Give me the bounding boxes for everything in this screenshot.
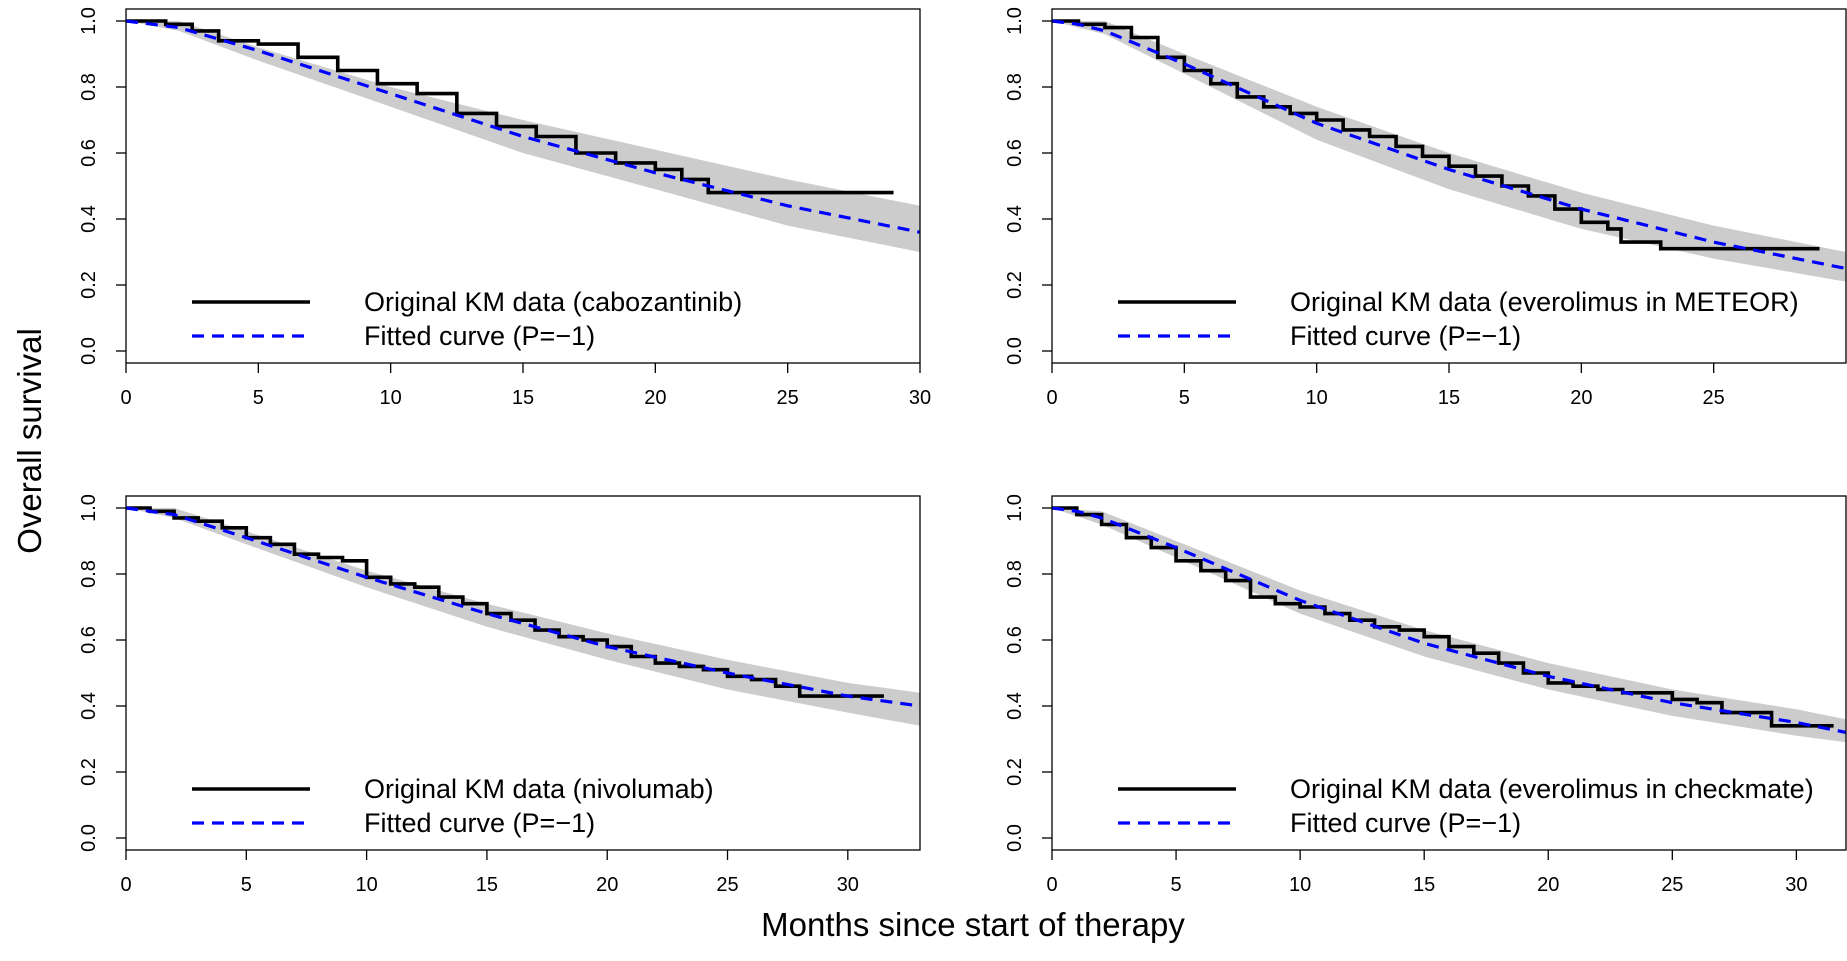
y-tick-label: 0.2 [1004, 758, 1026, 786]
chart-panel-bottom-right: 0 5 10 15 20 25 30 0.0 0.2 0.4 0.6 0.8 1.0 Original K… [1004, 494, 1847, 896]
x-tick-label: 15 [1438, 387, 1460, 409]
x-tick-label: 30 [1785, 874, 1807, 896]
legend-label-fitted: Fitted curve (P=−1) [1290, 321, 1521, 351]
y-tick-label: 0.0 [1004, 337, 1026, 365]
legend: Original KM data (everolimus in METEOR) F… [1118, 287, 1799, 351]
x-tick-label: 25 [1703, 387, 1725, 409]
y-tick-label: 0.0 [78, 337, 100, 365]
plot-area [1052, 19, 1846, 282]
y-tick-label: 0.6 [78, 139, 100, 167]
y-tick-label: 0.8 [78, 560, 100, 588]
y-tick-label: 0.8 [78, 73, 100, 101]
x-tick-label: 25 [1661, 874, 1683, 896]
y-tick-label: 1.0 [78, 494, 100, 522]
legend: Original KM data (cabozantinib) Fitted cu… [192, 287, 742, 351]
plot-area [126, 19, 920, 252]
x-tick-label: 15 [1413, 874, 1435, 896]
x-tick-label: 5 [253, 387, 264, 409]
fitted-curve [1052, 506, 1846, 734]
x-tick-label: 5 [241, 874, 252, 896]
x-tick-label: 0 [120, 874, 131, 896]
x-tick-label: 25 [716, 874, 738, 896]
x-tick-label: 15 [476, 874, 498, 896]
x-axis: 0 5 10 15 20 25 30 [1046, 850, 1808, 896]
legend: Original KM data (everolimus in checkmat… [1118, 774, 1814, 838]
legend-label-fitted: Fitted curve (P=−1) [364, 321, 595, 351]
y-axis: 0.0 0.2 0.4 0.6 0.8 1.0 [78, 7, 126, 365]
km-curve [1052, 506, 1834, 728]
x-tick-label: 30 [909, 387, 931, 409]
legend: Original KM data (nivolumab) Fitted curve… [192, 774, 714, 838]
x-tick-label: 10 [1306, 387, 1328, 409]
x-tick-label: 10 [355, 874, 377, 896]
x-axis: 0 5 10 15 20 25 [1046, 363, 1725, 409]
y-tick-label: 1.0 [1004, 7, 1026, 35]
x-tick-label: 0 [1046, 874, 1057, 896]
x-tick-label: 20 [596, 874, 618, 896]
y-tick-label: 0.4 [78, 692, 100, 720]
legend-label-km: Original KM data (everolimus in checkmat… [1290, 774, 1814, 804]
x-tick-label: 20 [1537, 874, 1559, 896]
x-tick-label: 25 [777, 387, 799, 409]
y-tick-label: 0.2 [1004, 271, 1026, 299]
x-tick-label: 0 [120, 387, 131, 409]
fitted-curve [126, 19, 920, 234]
y-axis: 0.0 0.2 0.4 0.6 0.8 1.0 [1004, 7, 1052, 365]
x-tick-label: 10 [380, 387, 402, 409]
km-curve [126, 19, 894, 195]
legend-label-km: Original KM data (everolimus in METEOR) [1290, 287, 1799, 317]
x-tick-label: 10 [1289, 874, 1311, 896]
y-tick-label: 0.8 [1004, 560, 1026, 588]
y-tick-label: 0.6 [78, 626, 100, 654]
legend-label-km: Original KM data (cabozantinib) [364, 287, 742, 317]
x-axis: 0 5 10 15 20 25 30 [120, 363, 931, 409]
y-tick-label: 1.0 [1004, 494, 1026, 522]
y-axis: 0.0 0.2 0.4 0.6 0.8 1.0 [78, 494, 126, 852]
chart-panel-top-right: 0 5 10 15 20 25 0.0 0.2 0.4 0.6 0.8 1.0 Original KM … [1004, 7, 1847, 409]
y-tick-label: 0.6 [1004, 139, 1026, 167]
fitted-curve [1052, 19, 1846, 271]
y-tick-label: 0.0 [78, 824, 100, 852]
legend-label-km: Original KM data (nivolumab) [364, 774, 714, 804]
y-tick-label: 0.2 [78, 271, 100, 299]
plot-frame [1051, 495, 1847, 851]
x-tick-label: 30 [837, 874, 859, 896]
y-tick-label: 0.4 [78, 205, 100, 233]
plot-area [126, 506, 920, 726]
chart-panel-bottom-left: 0 5 10 15 20 25 30 0.0 0.2 0.4 0.6 0.8 1.0 Original K… [78, 494, 921, 896]
y-axis-title: Overall survival [11, 328, 48, 554]
legend-label-fitted: Fitted curve (P=−1) [1290, 808, 1521, 838]
y-tick-label: 0.4 [1004, 692, 1026, 720]
x-tick-label: 5 [1171, 874, 1182, 896]
plot-frame [125, 495, 921, 851]
y-axis: 0.0 0.2 0.4 0.6 0.8 1.0 [1004, 494, 1052, 852]
x-axis: 0 5 10 15 20 25 30 [120, 850, 859, 896]
x-tick-label: 20 [644, 387, 666, 409]
confidence-band [1052, 21, 1846, 282]
x-tick-label: 15 [512, 387, 534, 409]
x-tick-label: 20 [1570, 387, 1592, 409]
y-tick-label: 0.0 [1004, 824, 1026, 852]
y-tick-label: 0.8 [1004, 73, 1026, 101]
panels: 0 5 10 15 20 25 30 0.0 0.2 0.4 0.6 0.8 1.0 Original K… [78, 7, 1847, 896]
y-tick-label: 0.4 [1004, 205, 1026, 233]
x-tick-label: 0 [1046, 387, 1057, 409]
y-tick-label: 1.0 [78, 7, 100, 35]
y-tick-label: 0.2 [78, 758, 100, 786]
x-tick-label: 5 [1179, 387, 1190, 409]
legend-label-fitted: Fitted curve (P=−1) [364, 808, 595, 838]
x-axis-title: Months since start of therapy [761, 906, 1185, 943]
plot-area [1052, 506, 1846, 743]
fitted-curve [126, 506, 920, 708]
y-tick-label: 0.6 [1004, 626, 1026, 654]
chart-panel-top-left: 0 5 10 15 20 25 30 0.0 0.2 0.4 0.6 0.8 1.0 Original K… [78, 7, 931, 409]
